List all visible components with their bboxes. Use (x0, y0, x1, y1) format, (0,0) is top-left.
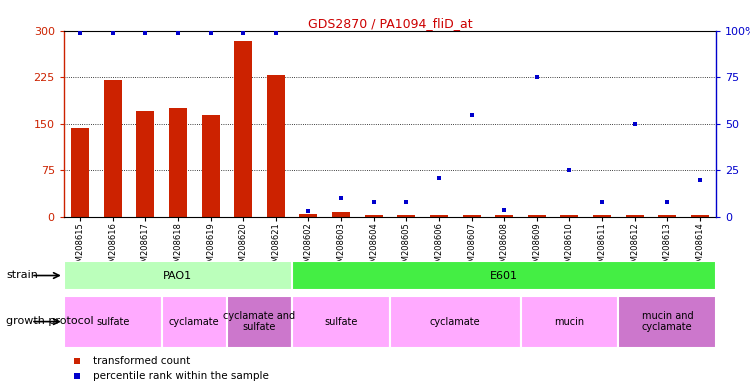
Text: mucin: mucin (554, 316, 584, 327)
Text: cyclamate: cyclamate (430, 316, 481, 327)
Point (694, 177, 706, 183)
Point (368, 199, 380, 205)
Bar (292, 261, 716, 290)
Point (563, 167, 575, 174)
Bar (398, 215, 416, 217)
Bar (64, 296, 162, 348)
Bar (520, 296, 618, 348)
Text: cyclamate and
sulfate: cyclamate and sulfate (224, 311, 296, 333)
Point (466, 111, 478, 118)
Bar (463, 215, 481, 217)
Point (172, 30, 184, 36)
Bar (430, 215, 448, 217)
Point (596, 199, 608, 205)
Title: GDS2870 / PA1094_fliD_at: GDS2870 / PA1094_fliD_at (308, 17, 472, 30)
Text: transformed count: transformed count (93, 356, 190, 366)
Bar (169, 108, 187, 217)
Bar (202, 114, 220, 217)
Point (237, 30, 249, 36)
Bar (71, 128, 89, 217)
Text: PAO1: PAO1 (164, 270, 193, 281)
Point (498, 207, 510, 213)
Point (302, 208, 314, 214)
Bar (292, 296, 390, 348)
Bar (364, 215, 382, 217)
Text: mucin and
cyclamate: mucin and cyclamate (641, 311, 693, 333)
Point (335, 195, 347, 202)
Bar (226, 296, 292, 348)
Bar (528, 215, 546, 217)
Text: E601: E601 (490, 270, 518, 281)
Bar (64, 261, 292, 290)
Text: growth protocol: growth protocol (6, 316, 94, 326)
Bar (495, 215, 513, 217)
Bar (658, 215, 676, 217)
Text: percentile rank within the sample: percentile rank within the sample (93, 371, 269, 381)
Bar (104, 80, 122, 217)
Bar (390, 296, 520, 348)
Point (205, 30, 217, 36)
Point (433, 175, 445, 181)
Text: sulfate: sulfate (96, 316, 129, 327)
Text: cyclamate: cyclamate (169, 316, 220, 327)
Bar (626, 215, 644, 217)
Point (531, 74, 543, 80)
Text: strain: strain (6, 270, 38, 280)
Point (140, 30, 152, 36)
Point (70, 373, 82, 379)
Point (400, 199, 412, 205)
Point (70, 358, 82, 364)
Bar (593, 215, 611, 217)
Text: sulfate: sulfate (324, 316, 358, 327)
Point (662, 199, 674, 205)
Bar (299, 214, 317, 217)
Bar (691, 215, 709, 217)
Bar (618, 296, 716, 348)
Point (628, 121, 640, 127)
Point (74, 30, 86, 36)
Bar (560, 215, 578, 217)
Bar (234, 41, 252, 217)
Bar (162, 296, 226, 348)
Point (270, 30, 282, 36)
Bar (267, 75, 285, 217)
Point (106, 30, 118, 36)
Bar (332, 212, 350, 217)
Bar (136, 111, 154, 217)
